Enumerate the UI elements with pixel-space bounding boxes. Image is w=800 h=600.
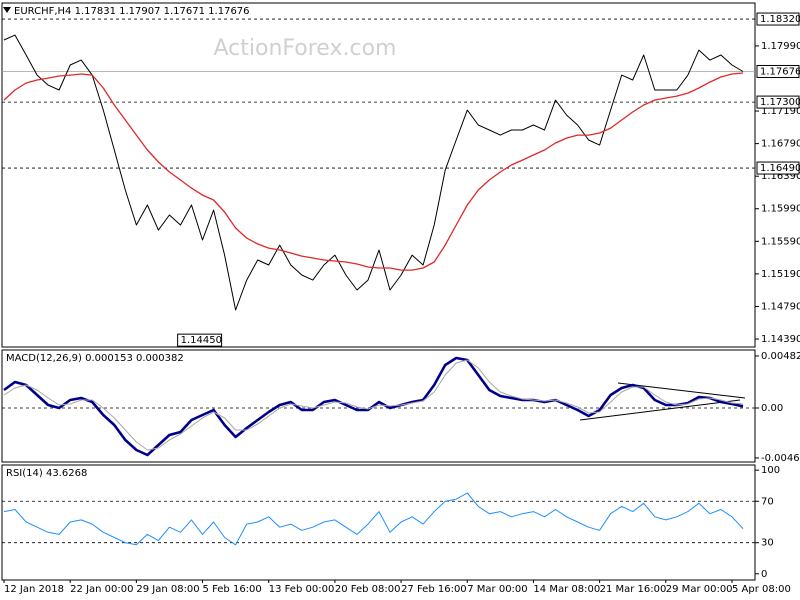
y-tick-label: 1.15590 [761,236,800,247]
level-label-box [756,12,800,26]
x-tick-label: 21 Mar 16:00 [600,584,667,595]
panel-frame [1,464,756,581]
panel-title: RSI(14) 43.6268 [6,468,87,479]
x-tick-label: 29 Mar 00:00 [666,584,733,595]
x-tick-label: 29 Jan 08:00 [136,584,199,595]
y-tick-label: 0 [761,569,767,580]
panel-title: EURCHF,H4 1.17831 1.17907 1.17671 1.1767… [14,6,250,17]
level-label: 1.18320 [760,14,800,25]
x-tick-label: 27 Feb 16:00 [401,584,467,595]
series-line [3,72,744,271]
y-tick-label: 1.17990 [761,41,800,52]
x-tick-label: 22 Jan 00:00 [70,584,133,595]
trendline [579,399,741,421]
y-tick-label: 70 [761,496,774,507]
panel-frame [1,349,756,463]
series-line [3,359,744,451]
y-tick-label: 1.14790 [761,301,800,312]
x-tick-label: 5 Apr 08:00 [732,584,791,595]
panel-title: MACD(12,26,9) 0.000153 0.000382 [6,353,184,364]
y-tick-label: -0.004632 [761,453,800,464]
watermark: ActionForex.com [214,36,397,61]
y-tick-label: 30 [761,538,774,549]
y-tick-label: 1.16390 [761,171,800,182]
level-label: 1.17300 [760,97,800,108]
x-tick-label: 14 Mar 08:00 [533,584,600,595]
annotation-box [177,333,223,347]
y-tick-label: 1.15190 [761,269,800,280]
x-tick-label: 20 Feb 08:00 [335,584,401,595]
last-price-label: 1.17676 [760,66,800,77]
x-tick-label: 7 Mar 00:00 [467,584,527,595]
level-label-box [756,161,800,175]
x-tick-label: 12 Jan 2018 [4,584,64,595]
annotation-label: 1.14450 [181,335,222,346]
series-line [3,356,744,457]
y-tick-label: 100 [761,465,780,476]
level-label: 1.16490 [760,163,800,174]
y-tick-label: 1.15990 [761,204,800,215]
y-tick-label: 0.004827 [761,351,800,362]
y-tick-label: 1.14390 [761,334,800,345]
last-price-box [756,64,800,78]
series-line [3,34,744,311]
y-tick-label: 1.17190 [761,106,800,117]
series-line [3,492,744,546]
x-tick-label: 5 Feb 16:00 [203,584,262,595]
y-tick-label: 0.00 [761,403,783,414]
y-tick-label: 1.16790 [761,139,800,150]
collapse-arrow [3,7,11,13]
level-label-box [756,95,800,109]
panel-frame [1,2,756,348]
x-tick-label: 13 Feb 00:00 [269,584,335,595]
